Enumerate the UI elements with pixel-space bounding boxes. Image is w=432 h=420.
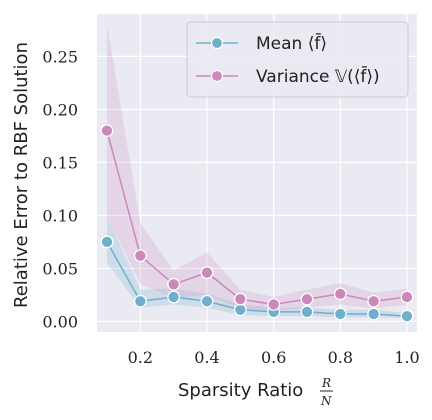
point-variance bbox=[400, 290, 414, 304]
point-mean bbox=[233, 303, 247, 317]
legend-entry-variance: Variance 𝕍(⟨f̄⟩) bbox=[196, 65, 380, 87]
point-variance bbox=[200, 266, 214, 280]
point-variance bbox=[367, 294, 381, 308]
x-axis-fraction-denominator: N bbox=[320, 394, 332, 408]
legend-box bbox=[186, 21, 409, 98]
point-mean bbox=[300, 305, 314, 319]
point-mean bbox=[367, 307, 381, 321]
x-tick-label: 0.4 bbox=[194, 348, 219, 367]
point-variance bbox=[233, 292, 247, 306]
y-axis-label: Relative Error to RBF Solution bbox=[11, 42, 32, 308]
point-variance bbox=[100, 124, 114, 138]
y-tick-label: 0.00 bbox=[42, 312, 78, 331]
point-variance bbox=[300, 292, 314, 306]
line-mean bbox=[106, 241, 408, 317]
point-mean bbox=[333, 307, 347, 321]
x-tick-label: 0.6 bbox=[261, 348, 286, 367]
legend-label-mean: Mean ⟨f̄⟩ bbox=[256, 32, 327, 54]
y-tick-label: 0.20 bbox=[42, 100, 78, 119]
point-mean bbox=[133, 294, 147, 308]
y-tick-label: 0.25 bbox=[42, 47, 78, 66]
point-mean bbox=[200, 294, 214, 308]
x-tick-labels: 0.2 0.4 0.6 0.8 1.0 bbox=[128, 348, 420, 367]
series-points bbox=[100, 124, 414, 323]
legend: Mean ⟨f̄⟩ Variance 𝕍(⟨f̄⟩) bbox=[186, 21, 409, 98]
band-mean bbox=[107, 215, 407, 319]
point-variance bbox=[267, 297, 281, 311]
series-lines bbox=[106, 130, 408, 317]
point-variance bbox=[167, 277, 181, 291]
point-variance bbox=[333, 287, 347, 301]
legend-marker-mean bbox=[210, 36, 224, 50]
point-variance bbox=[133, 249, 147, 263]
x-axis-label: Sparsity Ratio bbox=[178, 380, 303, 401]
point-mean bbox=[400, 309, 414, 323]
y-tick-label: 0.10 bbox=[42, 206, 78, 225]
y-tick-labels: 0.00 0.05 0.10 0.15 0.20 0.25 bbox=[42, 47, 78, 331]
confidence-bands bbox=[107, 24, 407, 319]
x-tick-label: 0.2 bbox=[128, 348, 153, 367]
x-tick-label: 1.0 bbox=[394, 348, 419, 367]
x-axis-fraction-numerator: R bbox=[321, 376, 331, 390]
line-variance bbox=[106, 130, 408, 306]
legend-label-variance: Variance 𝕍(⟨f̄⟩) bbox=[256, 65, 380, 87]
y-tick-label: 0.15 bbox=[42, 153, 78, 172]
x-tick-label: 0.8 bbox=[328, 348, 353, 367]
point-mean bbox=[100, 235, 114, 249]
point-mean bbox=[167, 290, 181, 304]
legend-marker-variance bbox=[210, 69, 224, 83]
legend-entry-mean: Mean ⟨f̄⟩ bbox=[196, 32, 327, 54]
x-axis-label-fraction: R N bbox=[320, 376, 333, 408]
y-tick-label: 0.05 bbox=[42, 259, 78, 278]
